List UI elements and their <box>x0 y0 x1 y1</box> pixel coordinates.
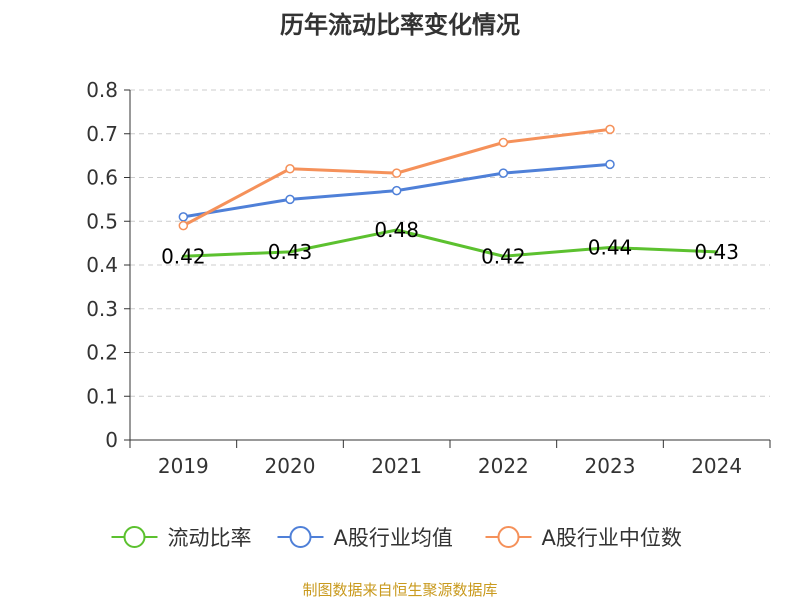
legend-marker <box>123 526 146 548</box>
data-point <box>178 220 189 231</box>
legend-label: 流动比率 <box>168 526 252 550</box>
x-tick-label: 2020 <box>265 454 316 478</box>
data-label: 0.43 <box>268 240 313 264</box>
data-point <box>285 164 295 174</box>
chart-title: 历年流动比率变化情况 <box>280 11 520 39</box>
y-tick-label: 0 <box>105 428 118 452</box>
y-tick-label: 0.7 <box>86 122 118 146</box>
x-tick-label: 2022 <box>478 454 529 478</box>
legend-label: A股行业中位数 <box>542 526 682 550</box>
legend: 流动比率 A股行业均值 A股行业中位数 <box>111 526 682 550</box>
y-tick-label: 0.3 <box>86 297 118 321</box>
legend-marker <box>497 526 520 548</box>
data-point <box>285 194 295 205</box>
data-labels: 0.42 0.43 0.48 0.42 0.44 0.43 <box>161 218 739 268</box>
x-tick-label: 2021 <box>371 454 422 478</box>
y-tick-label: 0.2 <box>86 341 118 365</box>
data-label: 0.48 <box>374 218 419 242</box>
data-point <box>498 168 509 178</box>
y-tick-label: 0.6 <box>86 166 118 190</box>
y-tick-label: 0.1 <box>86 384 118 408</box>
data-point <box>391 168 402 178</box>
y-tick-label: 0.5 <box>86 209 118 233</box>
axes: 0 0.1 0.2 0.3 0.4 0.5 0.6 0.7 0.8 2019 2020 2021 202… <box>86 78 771 478</box>
data-label: 0.44 <box>588 236 633 260</box>
legend-item: A股行业中位数 <box>485 526 682 550</box>
y-tick-label: 0.8 <box>86 78 118 102</box>
data-point <box>498 137 509 148</box>
data-label: 0.43 <box>694 240 739 264</box>
data-label: 0.42 <box>481 244 526 268</box>
data-point <box>605 124 615 135</box>
legend-item: 流动比率 <box>111 526 252 550</box>
x-tick-label: 2023 <box>585 454 636 478</box>
data-label: 0.42 <box>161 244 206 268</box>
data-point <box>391 185 402 196</box>
series <box>178 124 719 258</box>
data-point <box>605 159 615 170</box>
source-note: 制图数据来自恒生聚源数据库 <box>302 581 497 599</box>
legend-marker <box>289 526 312 548</box>
x-tick-label: 2024 <box>691 454 742 478</box>
grid <box>130 89 770 397</box>
legend-label: A股行业均值 <box>334 526 453 550</box>
x-tick-label: 2019 <box>158 454 209 478</box>
legend-item: A股行业均值 <box>277 526 453 550</box>
data-point <box>178 212 189 222</box>
y-tick-label: 0.4 <box>86 253 118 277</box>
series-line <box>181 228 719 258</box>
